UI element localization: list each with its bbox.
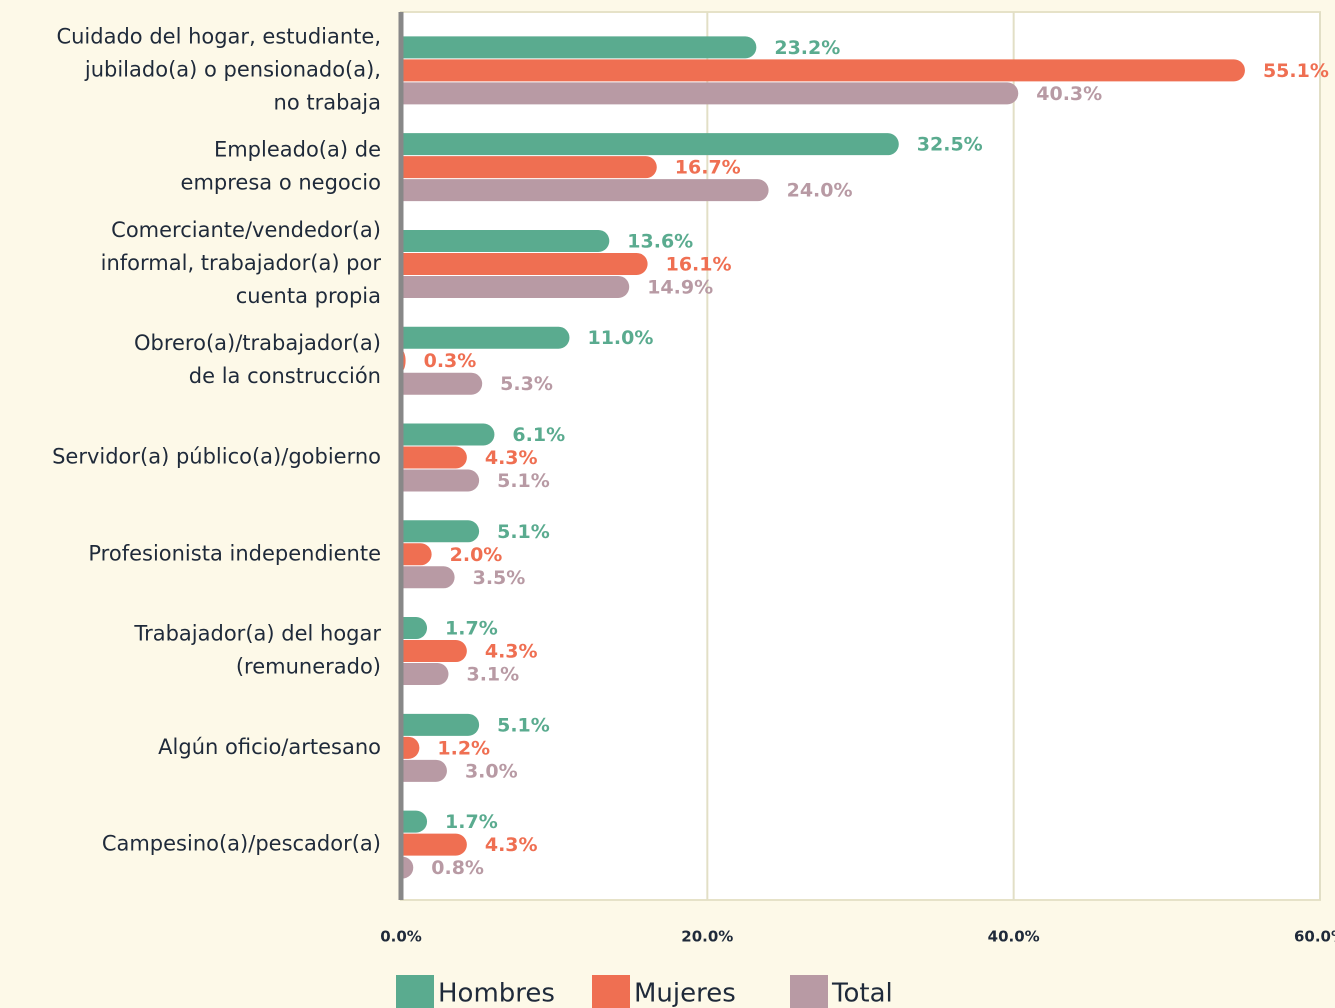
bar [401, 423, 495, 446]
bar [401, 82, 1019, 105]
value-label: 6.1% [512, 424, 565, 446]
y-tick-label-line: jubilado(a) o pensionado(a), [84, 57, 381, 81]
value-label: 5.3% [500, 373, 553, 395]
bar [401, 156, 657, 179]
value-label: 24.0% [787, 180, 853, 202]
legend-label: Hombres [438, 979, 555, 1008]
value-label: 5.1% [497, 521, 550, 543]
bar [401, 372, 483, 395]
bar [401, 133, 899, 156]
value-label: 11.0% [587, 327, 653, 349]
value-label: 23.2% [774, 37, 840, 59]
value-label: 1.7% [445, 811, 498, 833]
bar [401, 640, 467, 663]
y-tick-label: Obrero(a)/trabajador(a) de la construcció… [134, 331, 381, 388]
value-label: 4.3% [485, 834, 538, 856]
y-tick-label-line: (remunerado) [236, 655, 381, 679]
bar [401, 59, 1245, 82]
y-tick-label: Servidor(a) público(a)/gobierno [52, 445, 381, 469]
y-tick-label: Campesino(a)/pescador(a) [102, 832, 381, 856]
y-tick-label-line: Cuidado del hogar, estudiante, [56, 24, 381, 48]
bar [401, 617, 428, 640]
value-label: 3.1% [466, 664, 519, 686]
bar [401, 446, 467, 469]
value-label: 5.1% [497, 714, 550, 736]
value-label: 1.7% [445, 618, 498, 640]
bar [401, 566, 455, 589]
y-tick-label: Empleado(a) de empresa o negocio [181, 138, 381, 195]
bar [401, 713, 480, 736]
legend-swatch [396, 975, 434, 1008]
value-label: 55.1% [1263, 60, 1329, 82]
bar [401, 543, 432, 566]
bar [401, 229, 610, 252]
y-tick-label-line: Obrero(a)/trabajador(a) [134, 331, 381, 355]
x-tick-label: 0.0% [380, 928, 422, 946]
bar [401, 252, 648, 275]
bar [401, 663, 449, 686]
y-tick-label: Trabajador(a) del hogar (remunerado) [133, 622, 381, 679]
value-label: 14.9% [647, 276, 713, 298]
y-tick-label-line: Comerciante/vendedor(a) [111, 218, 381, 242]
value-label: 4.3% [485, 447, 538, 469]
value-label: 40.3% [1036, 83, 1102, 105]
y-tick-label: Profesionista independiente [88, 541, 381, 565]
value-label: 2.0% [450, 544, 503, 566]
y-tick-label-line: Campesino(a)/pescador(a) [102, 832, 381, 856]
y-tick-label-line: Servidor(a) público(a)/gobierno [52, 445, 381, 469]
y-tick-label-line: de la construcción [189, 364, 381, 388]
bar [401, 856, 414, 879]
x-tick-label: 40.0% [988, 928, 1040, 946]
value-label: 3.0% [465, 760, 518, 782]
y-tick-label: Comerciante/vendedor(a) informal, trabaja… [101, 218, 382, 308]
x-tick-label: 60.0% [1294, 928, 1335, 946]
y-tick-label-line: cuenta propia [236, 284, 381, 308]
y-tick-label: Cuidado del hogar, estudiante, jubilado(a… [56, 24, 381, 114]
value-label: 0.8% [431, 857, 484, 879]
value-label: 0.3% [424, 350, 477, 372]
bar [401, 36, 757, 59]
y-tick-label-line: Empleado(a) de [214, 138, 381, 162]
x-tick-label: 20.0% [681, 928, 733, 946]
y-tick-label-line: Trabajador(a) del hogar [133, 622, 381, 646]
y-tick-label: Algún oficio/artesano [158, 735, 381, 759]
bar [401, 759, 447, 782]
y-tick-label-line: empresa o negocio [181, 171, 381, 195]
bar [401, 469, 480, 492]
y-tick-label-line: Algún oficio/artesano [158, 735, 381, 759]
legend-swatch [592, 975, 630, 1008]
bar [401, 179, 769, 202]
value-label: 1.2% [437, 737, 490, 759]
value-label: 3.5% [473, 567, 526, 589]
value-label: 16.1% [666, 253, 732, 275]
y-tick-label-line: Profesionista independiente [88, 541, 381, 565]
bar [401, 810, 428, 833]
bar [401, 275, 630, 298]
legend-swatch [790, 975, 828, 1008]
bar [401, 736, 420, 759]
value-label: 16.7% [675, 157, 741, 179]
value-label: 13.6% [627, 230, 693, 252]
legend-label: Total [831, 979, 893, 1008]
bar [401, 833, 467, 856]
y-tick-label-line: no trabaja [274, 90, 381, 114]
legend-label: Mujeres [634, 979, 736, 1008]
value-label: 32.5% [917, 134, 983, 156]
value-label: 4.3% [485, 641, 538, 663]
bar [401, 520, 480, 543]
bar [401, 326, 570, 349]
y-tick-label-line: informal, trabajador(a) por [101, 251, 382, 275]
value-label: 5.1% [497, 470, 550, 492]
